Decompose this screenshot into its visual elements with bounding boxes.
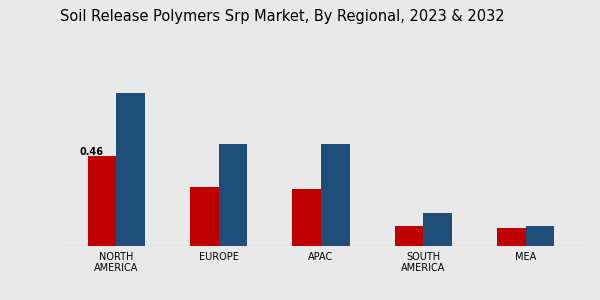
Bar <box>116 93 145 246</box>
Bar <box>218 144 247 246</box>
Bar <box>190 187 218 246</box>
Text: 0.46: 0.46 <box>79 147 103 157</box>
Bar <box>321 144 350 246</box>
Bar <box>395 226 424 246</box>
Text: Soil Release Polymers Srp Market, By Regional, 2023 & 2032: Soil Release Polymers Srp Market, By Reg… <box>60 9 505 24</box>
Bar <box>424 213 452 246</box>
Bar <box>88 156 116 246</box>
Bar <box>526 226 554 246</box>
Bar <box>497 228 526 246</box>
Bar <box>292 189 321 246</box>
